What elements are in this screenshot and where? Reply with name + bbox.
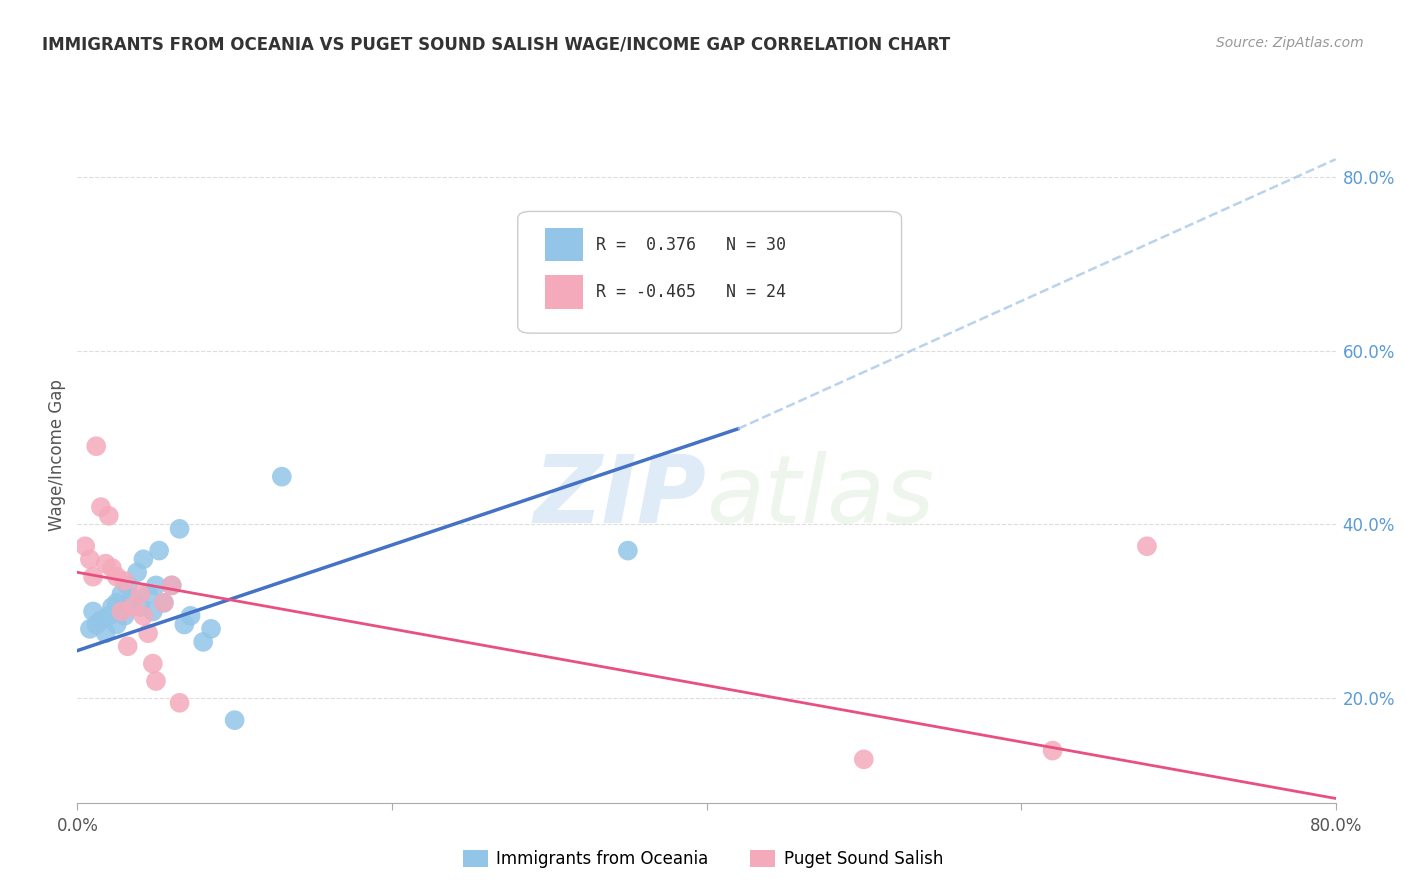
Text: ZIP: ZIP [534, 450, 707, 542]
Point [94, 626, 117, 640]
Point [82, 570, 104, 584]
Point [153, 596, 176, 610]
Bar [546, 228, 583, 261]
Point [97, 508, 120, 523]
Point [110, 605, 132, 619]
Point [160, 578, 183, 592]
Point [101, 561, 124, 575]
Point [1136, 539, 1159, 553]
Point [180, 608, 202, 623]
Point [97, 608, 120, 623]
Bar [546, 276, 583, 309]
Point [145, 674, 167, 689]
Point [114, 608, 136, 623]
Point [132, 552, 155, 566]
Point [173, 617, 195, 632]
Text: R =  0.376   N = 30: R = 0.376 N = 30 [596, 235, 786, 254]
Point [169, 696, 191, 710]
Point [84, 439, 107, 453]
Point [142, 605, 165, 619]
Point [148, 543, 170, 558]
Point [105, 570, 128, 584]
Point [200, 622, 222, 636]
Point [84, 617, 107, 632]
Point [90, 613, 112, 627]
Point [145, 578, 167, 592]
Point [129, 587, 152, 601]
Point [79, 552, 101, 566]
Point [94, 557, 117, 571]
Point [1042, 744, 1064, 758]
Point [117, 639, 139, 653]
Point [142, 657, 165, 671]
Point [160, 578, 183, 592]
Point [852, 752, 875, 766]
Point [136, 626, 159, 640]
Point [136, 587, 159, 601]
Point [105, 596, 128, 610]
Text: Source: ZipAtlas.com: Source: ZipAtlas.com [1216, 36, 1364, 50]
Point [224, 713, 246, 727]
Point [75, 539, 97, 553]
Point [169, 522, 191, 536]
Point [110, 587, 132, 601]
Point [90, 500, 112, 514]
Point [114, 574, 136, 588]
Y-axis label: Wage/Income Gap: Wage/Income Gap [48, 379, 66, 531]
Text: atlas: atlas [707, 451, 935, 542]
Point [82, 605, 104, 619]
Point [117, 578, 139, 592]
Point [270, 469, 292, 483]
Point [191, 635, 215, 649]
Text: IMMIGRANTS FROM OCEANIA VS PUGET SOUND SALISH WAGE/INCOME GAP CORRELATION CHART: IMMIGRANTS FROM OCEANIA VS PUGET SOUND S… [42, 36, 950, 54]
Point [121, 591, 143, 606]
Point [129, 600, 152, 615]
Point [153, 596, 176, 610]
Text: R = -0.465   N = 24: R = -0.465 N = 24 [596, 283, 786, 301]
Point [105, 617, 128, 632]
Point [79, 622, 101, 636]
FancyBboxPatch shape [517, 211, 901, 334]
Point [101, 600, 124, 615]
Legend: Immigrants from Oceania, Puget Sound Salish: Immigrants from Oceania, Puget Sound Sal… [457, 843, 949, 875]
Point [127, 566, 149, 580]
Point [121, 600, 143, 615]
Point [617, 543, 640, 558]
Point [132, 608, 155, 623]
